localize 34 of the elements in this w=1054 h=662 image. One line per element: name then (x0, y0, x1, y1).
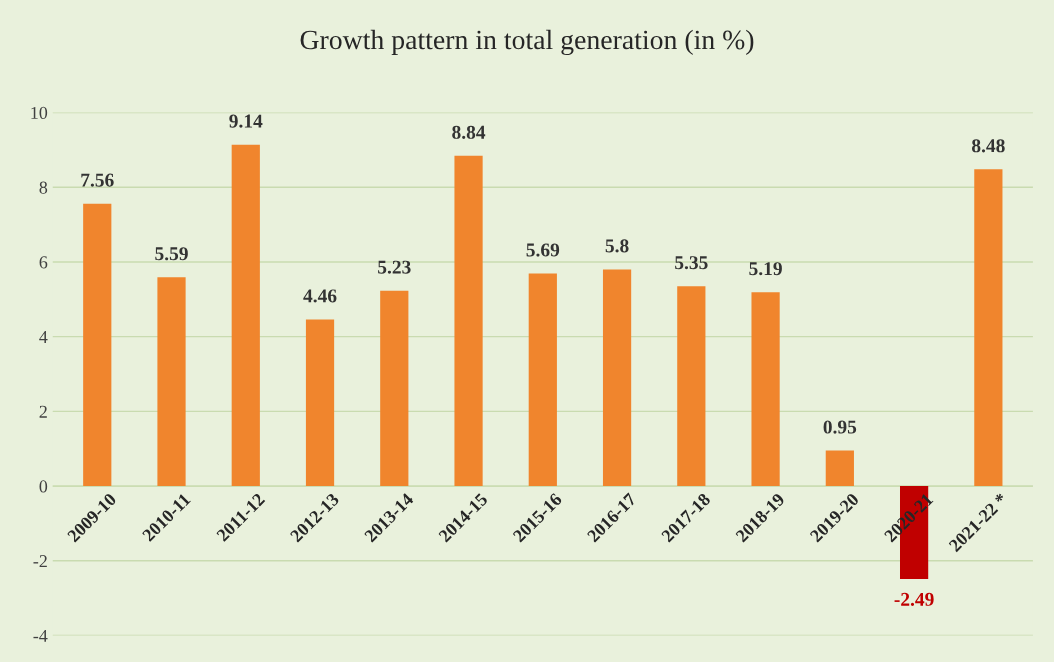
y-tick-label: 8 (39, 181, 48, 194)
bar (380, 290, 409, 487)
bar (751, 292, 780, 487)
data-label: 5.69 (526, 243, 560, 257)
bar (677, 286, 706, 487)
data-label: 8.48 (972, 139, 1005, 153)
data-label: 5.19 (749, 262, 782, 276)
bar (602, 269, 632, 487)
data-label: 5.8 (605, 239, 629, 253)
bar (528, 273, 557, 487)
data-label: 5.59 (155, 247, 188, 261)
chart-title: Growth pattern in total generation (in %) (300, 29, 754, 56)
bar (974, 169, 1003, 487)
data-label: -2.49 (894, 592, 934, 606)
bar (157, 277, 186, 487)
y-tick-label: 0 (39, 480, 48, 493)
bar (305, 319, 335, 487)
data-label: 5.23 (378, 260, 411, 274)
data-label: 9.14 (229, 114, 263, 128)
bar (231, 144, 260, 487)
y-tick-label: 10 (31, 106, 48, 119)
data-label: 0.95 (823, 420, 857, 434)
data-label: 5.35 (675, 256, 708, 270)
bar (454, 155, 483, 487)
data-label: 7.56 (81, 173, 114, 187)
y-tick-label: 4 (39, 331, 48, 343)
data-label: 4.46 (303, 289, 337, 303)
y-tick-label: 2 (39, 405, 47, 418)
y-tick-label: 6 (39, 256, 48, 269)
bar (825, 450, 854, 487)
data-label: 8.84 (452, 125, 486, 139)
y-tick-label: -2 (33, 555, 47, 568)
bar (83, 203, 112, 487)
y-tick-label: -4 (33, 629, 48, 642)
